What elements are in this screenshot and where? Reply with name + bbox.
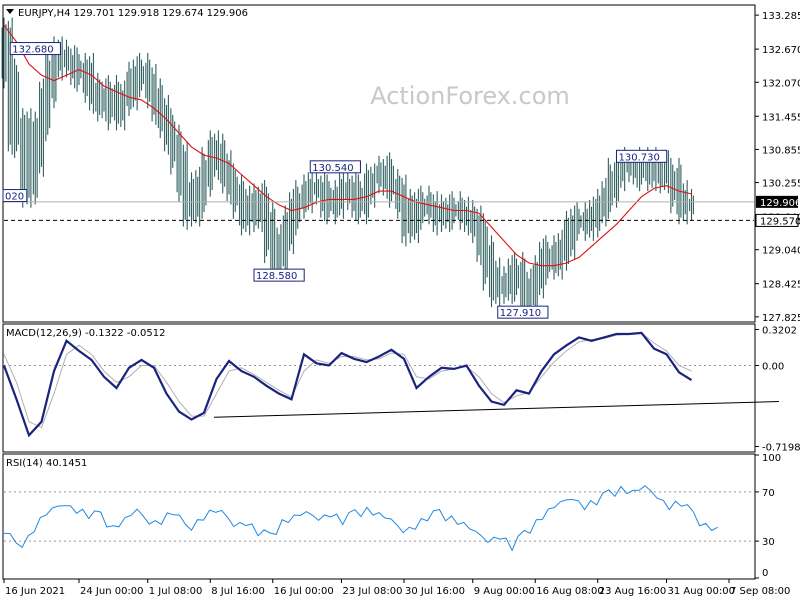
price-annotation-box [309, 160, 361, 174]
macd-layer [2, 331, 780, 438]
price-annotation-label: 127.910 [500, 308, 541, 319]
price-y-tick-label: 127.825 [762, 313, 800, 324]
price-annotation-label: 130.540 [312, 163, 353, 174]
macd-y-tick-label: 0.00 [762, 362, 784, 373]
rsi-y-tick-label: 30 [762, 537, 775, 548]
price-y-tick-label: 132.070 [762, 78, 800, 89]
watermark-text: ActionForex.com [370, 82, 570, 110]
x-axis-tick-label: 16 Jul 00:00 [274, 586, 334, 597]
current-price-label-box [756, 195, 798, 208]
price-y-tick-label: 133.285 [762, 11, 800, 22]
rsi-y-tick-label: 100 [762, 453, 781, 464]
x-axis-tick-label: 16 Aug 08:00 [536, 586, 603, 597]
rsi-line [3, 485, 718, 552]
price-y-tick-label: 131.455 [762, 112, 800, 123]
support-level-label: 129.570 [760, 216, 800, 227]
price-y-tick-label: 128.425 [762, 280, 800, 291]
x-axis-tick-label: 23 Aug 16:00 [599, 586, 666, 597]
macd-pane-frame [2, 323, 756, 453]
price-header: EURJPY,H4 129.701 129.918 129.674 129.906 [18, 8, 248, 19]
macd-y-tick-label: -0.7198 [762, 442, 800, 453]
price-annotation-box [497, 305, 549, 319]
x-axis-tick-label: 1 Jul 08:00 [149, 586, 203, 597]
macd-y-tick-label: 0.3202 [762, 325, 797, 336]
axis-layer: 133.285 132.670 132.070 131.455 130.855 130.2… [3, 11, 800, 597]
price-y-tick-label: 130.255 [762, 179, 800, 190]
x-axis-tick-label: 30 Jul 16:00 [405, 586, 465, 597]
rsi-pane-frame [2, 453, 756, 580]
x-axis-tick-label: 23 Jul 08:00 [343, 586, 403, 597]
moving-average-line [3, 24, 692, 267]
x-axis-tick-label: 24 Jun 00:00 [80, 586, 144, 597]
price-annotation-label: 128.580 [256, 271, 297, 282]
current-price-label: 129.906 [760, 198, 800, 209]
price-annotation-box [9, 42, 61, 56]
dropdown-triangle-icon[interactable] [6, 9, 14, 14]
macd-main-line [2, 331, 693, 438]
price-y-tick-label: 129.040 [762, 246, 800, 257]
price-annotation-box [2, 189, 28, 203]
price-y-tick-label: 130.855 [762, 145, 800, 156]
rsi-header: RSI(14) 40.1451 [6, 458, 87, 469]
price-annotation-box [616, 149, 668, 163]
price-annotation-label: 132.680 [12, 45, 53, 56]
price-layer: 132.680 130.540 128.580 127.910 130.730 020 [1, 17, 754, 319]
price-annotation-label: 130.730 [619, 152, 660, 163]
x-axis-tick-label: 31 Aug 00:00 [668, 586, 735, 597]
price-annotation-label: 020 [5, 192, 24, 203]
rsi-y-tick-label: 70 [762, 488, 775, 499]
x-axis-tick-label: 7 Sep 08:00 [730, 586, 790, 597]
macd-header: MACD(12,26,9) -0.1322 -0.0512 [6, 328, 166, 339]
price-annotation-box [253, 268, 305, 282]
x-axis-tick-label: 9 Aug 00:00 [474, 586, 535, 597]
x-axis-tick-label: 16 Jun 2021 [5, 586, 65, 597]
rsi-layer [3, 485, 754, 552]
support-level-box [755, 213, 799, 227]
price-y-tick-label: 132.670 [762, 45, 800, 56]
macd-trendline [213, 401, 780, 418]
x-axis-tick-label: 8 Jul 16:00 [211, 586, 265, 597]
rsi-y-tick-label: 0 [762, 568, 768, 579]
